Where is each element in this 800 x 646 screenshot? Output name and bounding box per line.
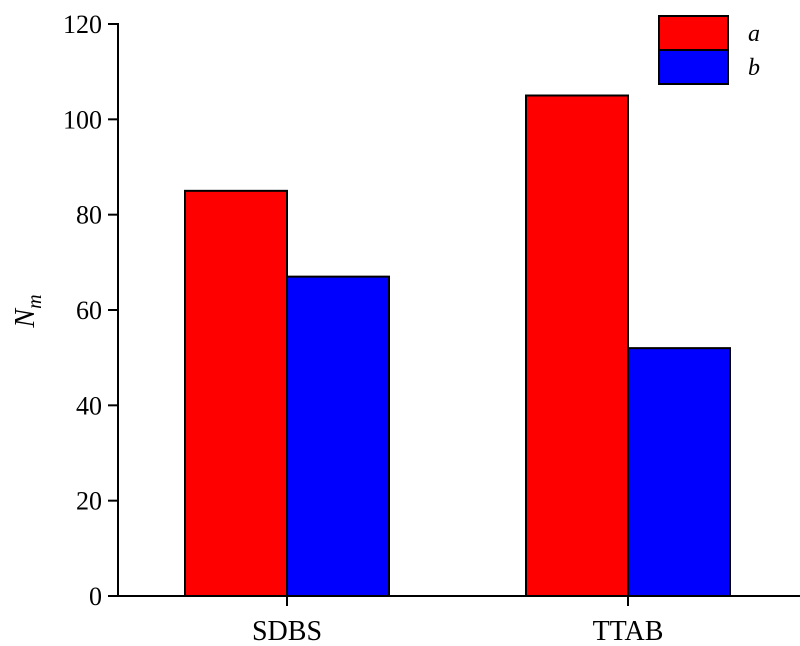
legend: ab [658, 15, 760, 85]
y-tick-label-20: 20 [76, 487, 102, 516]
y-axis-title: Nm [10, 294, 46, 328]
x-tick-label-ttab: TTAB [593, 616, 664, 646]
y-tick-label-0: 0 [89, 582, 102, 611]
y-tick-label-40: 40 [76, 391, 102, 420]
bar-sdbs-b [286, 275, 390, 597]
y-tick-label-60: 60 [76, 296, 102, 325]
y-tick-label-100: 100 [63, 105, 102, 134]
bar-sdbs-a [184, 189, 288, 597]
legend-swatch-a [658, 15, 729, 51]
legend-label-a: a [748, 21, 760, 47]
legend-swatch-b [658, 49, 729, 85]
bars-layer [184, 94, 731, 597]
y-axis-title-main: N [10, 308, 41, 329]
bar-ttab-a [525, 94, 629, 597]
legend-label-b: b [748, 55, 760, 81]
y-axis-title-sub: m [24, 294, 46, 308]
axes-layer: 0 20 40 60 80 100 120 SDBS TTAB [63, 10, 800, 646]
y-tick-label-80: 80 [76, 201, 102, 230]
bar-ttab-b [627, 347, 731, 597]
y-tick-label-120: 120 [63, 10, 102, 39]
x-tick-label-sdbs: SDBS [252, 616, 322, 646]
